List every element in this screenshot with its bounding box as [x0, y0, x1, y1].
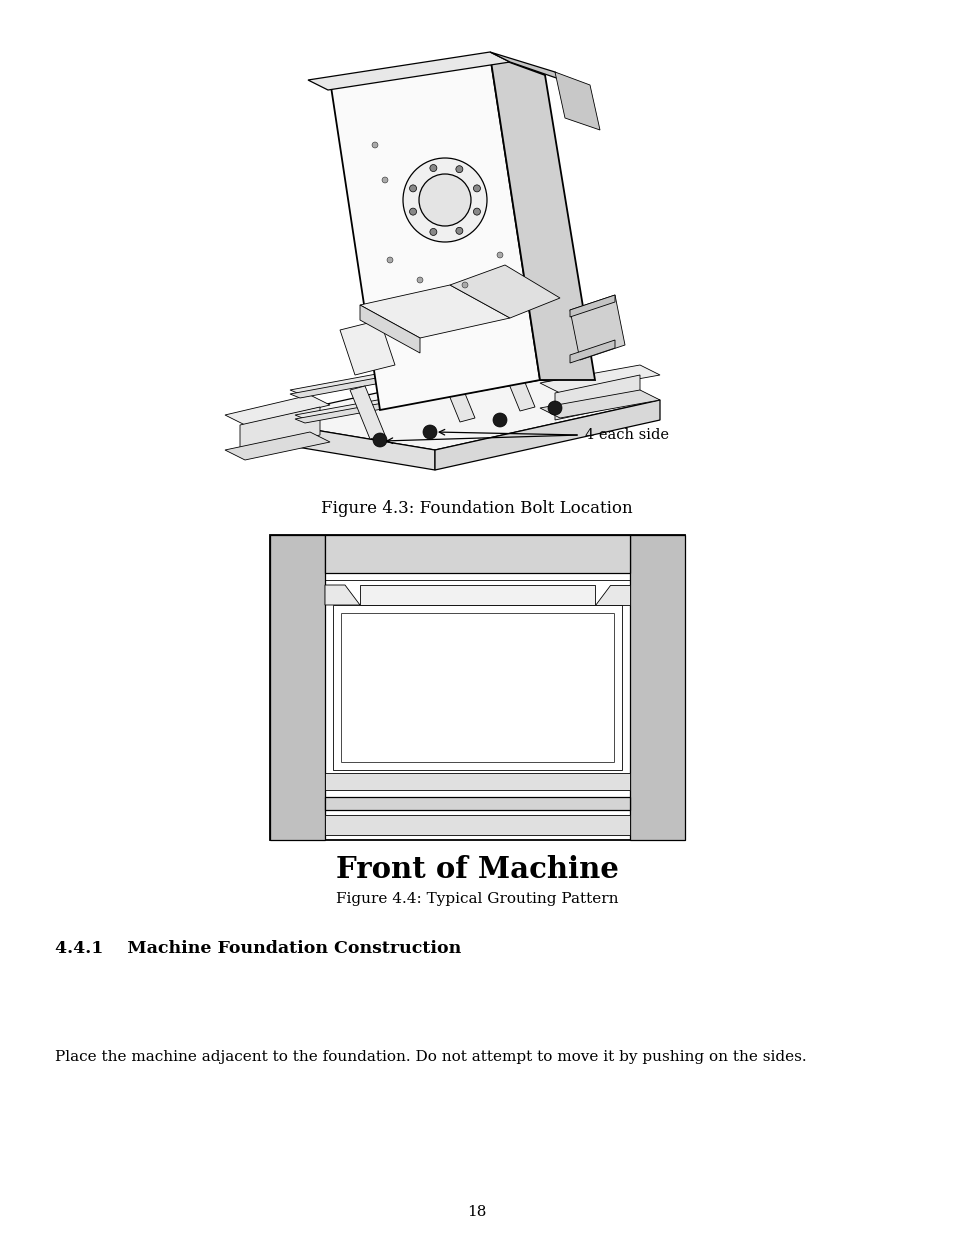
Polygon shape [240, 408, 319, 453]
Circle shape [418, 174, 471, 226]
Polygon shape [330, 56, 539, 410]
Circle shape [430, 164, 436, 172]
Polygon shape [225, 432, 330, 459]
Circle shape [416, 277, 422, 283]
Circle shape [473, 209, 480, 215]
Text: Place the machine adjacent to the foundation. Do not attempt to move it by pushi: Place the machine adjacent to the founda… [55, 1050, 806, 1065]
Polygon shape [270, 535, 684, 840]
Polygon shape [359, 585, 595, 605]
Polygon shape [555, 375, 639, 420]
Circle shape [422, 425, 436, 438]
Circle shape [409, 185, 416, 191]
Polygon shape [325, 815, 629, 835]
Polygon shape [450, 266, 559, 317]
Circle shape [381, 177, 388, 183]
Polygon shape [569, 295, 615, 317]
Circle shape [402, 158, 486, 242]
Polygon shape [290, 340, 569, 394]
Polygon shape [308, 52, 510, 90]
Polygon shape [539, 390, 659, 417]
Polygon shape [490, 52, 567, 82]
Polygon shape [270, 535, 325, 840]
Circle shape [461, 282, 468, 288]
Text: Figure 4.3: Foundation Bolt Location: Figure 4.3: Foundation Bolt Location [321, 500, 632, 517]
Polygon shape [290, 345, 569, 398]
Polygon shape [325, 585, 359, 605]
Polygon shape [333, 605, 621, 769]
Text: 4 each side: 4 each side [584, 429, 668, 442]
Polygon shape [359, 285, 510, 338]
Polygon shape [325, 535, 629, 573]
Polygon shape [325, 773, 629, 790]
Polygon shape [294, 366, 579, 419]
Polygon shape [539, 366, 659, 393]
Polygon shape [325, 797, 629, 810]
Circle shape [547, 401, 561, 415]
Circle shape [372, 142, 377, 148]
Text: 4.4.1    Machine Foundation Construction: 4.4.1 Machine Foundation Construction [55, 940, 460, 957]
Circle shape [493, 412, 506, 427]
Polygon shape [555, 72, 599, 130]
Polygon shape [254, 370, 659, 450]
Polygon shape [629, 535, 684, 840]
Polygon shape [294, 369, 579, 424]
Circle shape [409, 209, 416, 215]
Circle shape [497, 252, 502, 258]
Polygon shape [350, 387, 385, 438]
Circle shape [456, 165, 462, 173]
Polygon shape [490, 56, 595, 380]
Polygon shape [254, 420, 435, 471]
Circle shape [373, 433, 387, 447]
Circle shape [430, 228, 436, 236]
Circle shape [387, 257, 393, 263]
Text: Figure 4.4: Typical Grouting Pattern: Figure 4.4: Typical Grouting Pattern [335, 892, 618, 906]
Polygon shape [595, 585, 629, 605]
Polygon shape [225, 395, 330, 425]
Circle shape [473, 185, 480, 191]
Polygon shape [339, 320, 395, 375]
Polygon shape [435, 400, 659, 471]
Circle shape [456, 227, 462, 235]
Polygon shape [359, 305, 419, 353]
Text: Front of Machine: Front of Machine [335, 855, 618, 884]
Polygon shape [439, 369, 475, 422]
Polygon shape [569, 295, 624, 359]
Polygon shape [499, 358, 535, 411]
Text: 18: 18 [467, 1205, 486, 1219]
Polygon shape [569, 340, 615, 363]
